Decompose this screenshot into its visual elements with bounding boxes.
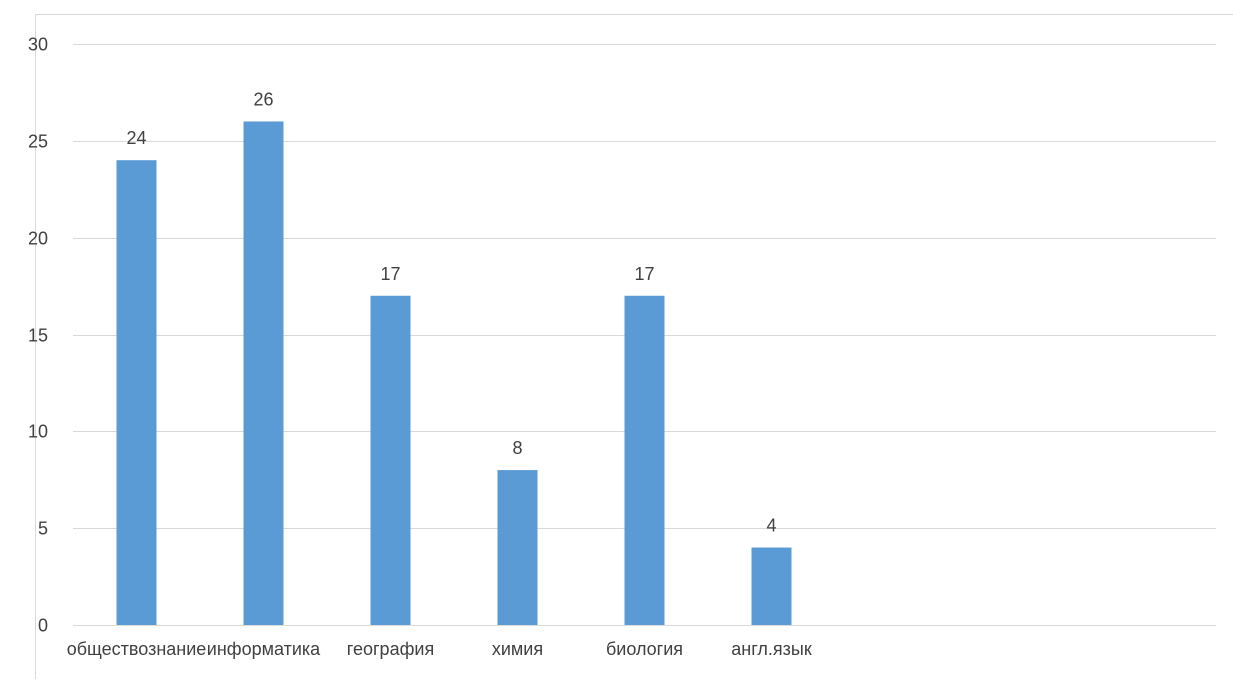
y-tick-label: 5 xyxy=(38,519,48,539)
x-tick-label: химия xyxy=(492,639,543,659)
bars xyxy=(116,121,792,625)
data-label: 24 xyxy=(126,128,146,148)
y-tick-label: 10 xyxy=(28,422,48,442)
y-tick-label: 0 xyxy=(38,616,48,636)
bar-1 xyxy=(116,160,157,625)
bar-5 xyxy=(624,295,665,625)
x-tick-label: обществознание xyxy=(67,639,207,659)
data-label: 17 xyxy=(634,264,654,284)
bar-3 xyxy=(370,295,411,625)
x-tick-label: информатика xyxy=(207,639,321,659)
x-tick-label: биология xyxy=(606,639,683,659)
chart-border xyxy=(35,14,1233,679)
data-label: 4 xyxy=(766,516,776,536)
bar-6 xyxy=(751,547,792,625)
x-axis: обществознание информатика география химия б… xyxy=(67,639,812,659)
y-axis: 0 5 10 15 20 25 30 xyxy=(28,35,48,636)
y-tick-label: 20 xyxy=(28,229,48,249)
y-tick-label: 15 xyxy=(28,326,48,346)
y-tick-label: 25 xyxy=(28,132,48,152)
x-tick-label: англ.язык xyxy=(731,639,812,659)
data-label: 8 xyxy=(512,438,522,458)
bar-4 xyxy=(497,470,538,625)
data-label: 17 xyxy=(380,264,400,284)
bar-2 xyxy=(243,121,284,625)
data-labels: 24 26 17 8 17 4 xyxy=(126,89,776,535)
y-tick-label: 30 xyxy=(28,35,48,55)
x-tick-label: география xyxy=(347,639,434,659)
data-label: 26 xyxy=(253,89,273,109)
